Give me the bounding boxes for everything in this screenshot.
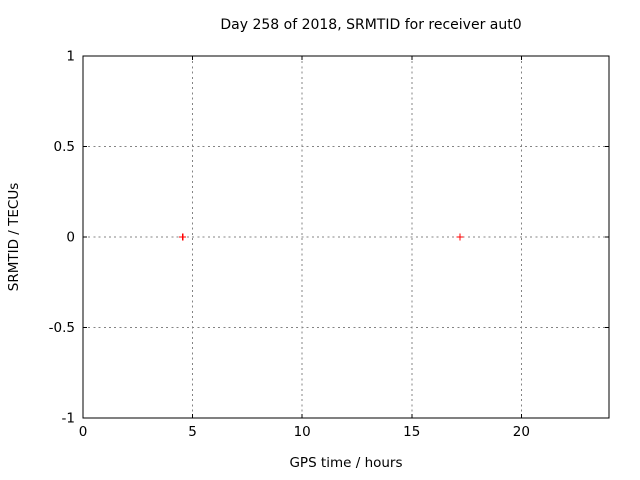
tick-labels: 0 5 10 15 20 -1 -0.5 0 0.5 1 [49,49,530,441]
x-tick-label: 10 [294,424,311,440]
y-tick-label: 0.5 [54,139,75,155]
y-tick-label: 1 [66,49,75,65]
data-point-marker [179,233,187,241]
x-tick-label: 0 [79,424,88,440]
y-tick-label: -1 [62,411,75,427]
x-tick-label: 20 [513,424,530,440]
x-tick-label: 15 [403,424,420,440]
plot-border [82,55,610,419]
data-point-marker [456,233,464,241]
chart-title: Day 258 of 2018, SRMTID for receiver aut… [220,17,522,33]
y-tick-label: 0 [66,230,75,246]
x-tick-label: 5 [188,424,197,440]
x-axis-label: GPS time / hours [289,455,403,471]
y-tick-label: -0.5 [49,320,75,336]
series-SRMTID [179,233,464,241]
grid-lines [83,56,609,418]
